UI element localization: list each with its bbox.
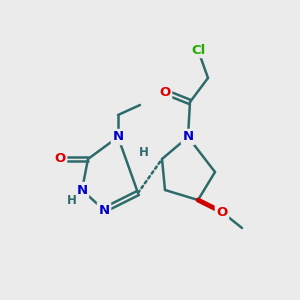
Text: N: N [182, 130, 194, 143]
Text: Cl: Cl [191, 44, 205, 56]
Text: N: N [112, 130, 124, 143]
Text: O: O [159, 85, 171, 98]
Text: O: O [216, 206, 228, 218]
Text: H: H [139, 146, 149, 158]
Text: N: N [76, 184, 88, 196]
Text: H: H [67, 194, 77, 208]
Text: N: N [98, 203, 110, 217]
Text: O: O [54, 152, 66, 166]
